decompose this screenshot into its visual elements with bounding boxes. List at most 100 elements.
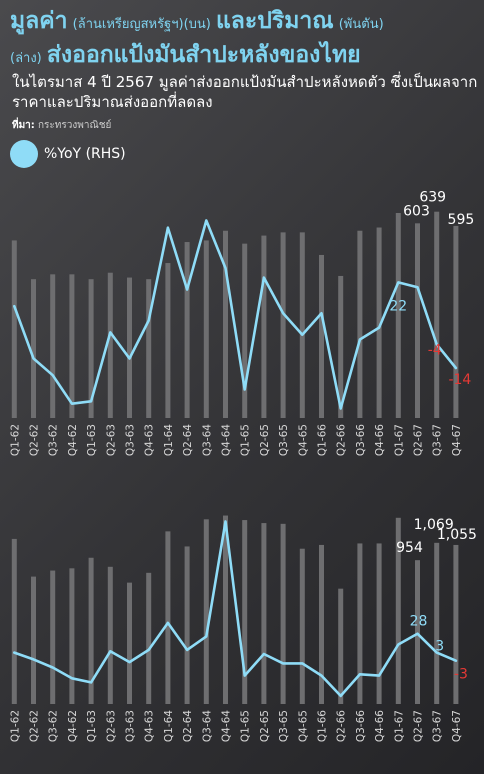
bar xyxy=(242,520,248,704)
bar xyxy=(261,523,267,704)
x-tick-label: Q2-66 xyxy=(336,710,348,742)
x-tick-label: Q4-64 xyxy=(221,424,233,456)
bar xyxy=(299,548,305,704)
x-tick-label: Q4-65 xyxy=(297,424,309,456)
x-tick-label: Q2-65 xyxy=(259,710,271,742)
yoy-line xyxy=(13,520,458,698)
bar xyxy=(127,277,132,418)
bar xyxy=(203,519,209,704)
bar-data-label: 1,069 xyxy=(414,517,454,533)
bar xyxy=(107,566,113,704)
bar xyxy=(280,523,286,704)
bar-data-label: 603 xyxy=(403,203,430,219)
x-tick-label: Q3-67 xyxy=(432,424,444,456)
bar xyxy=(319,254,324,418)
yoy-data-label: 3 xyxy=(435,639,444,655)
legend-label: %YoY (RHS) xyxy=(44,146,126,162)
bar xyxy=(338,588,344,704)
x-tick-label: Q3-62 xyxy=(48,424,60,456)
bar xyxy=(31,279,36,418)
bar-data-label: 595 xyxy=(448,212,475,228)
bar-data-label: 1,055 xyxy=(437,527,477,543)
bar xyxy=(242,243,248,418)
yoy-data-label: 22 xyxy=(389,298,407,314)
bar xyxy=(280,232,286,418)
x-tick-label: Q3-62 xyxy=(48,710,60,742)
bar xyxy=(11,240,17,418)
x-tick-label: Q2-64 xyxy=(182,424,194,456)
x-tick-label: Q4-64 xyxy=(221,710,233,742)
bar xyxy=(69,568,75,704)
bar xyxy=(376,227,382,418)
x-tick-label: Q3-65 xyxy=(278,424,290,456)
bar xyxy=(88,557,94,704)
bar xyxy=(319,544,324,704)
x-tick-label: Q4-67 xyxy=(451,424,463,456)
chart-title: มูลค่า (ล้านเหรียญสหรัฐฯ)(บน) และปริมาณ … xyxy=(10,6,480,74)
bar xyxy=(165,263,171,418)
bar xyxy=(395,517,401,704)
x-tick-label: Q4-63 xyxy=(144,710,156,742)
yoy-data-label: -3 xyxy=(454,667,468,683)
bar xyxy=(31,576,36,704)
x-tick-label: Q3-66 xyxy=(355,710,367,742)
x-tick-label: Q1-66 xyxy=(317,710,329,742)
x-tick-label: Q3-64 xyxy=(201,424,213,456)
bar xyxy=(261,235,267,418)
bar xyxy=(376,543,382,704)
title-value: มูลค่า xyxy=(10,8,68,34)
title-product: ส่งออกแป้งมันสำปะหลังของไทย xyxy=(46,42,361,68)
x-tick-label: Q2-67 xyxy=(413,424,425,456)
legend: %YoY (RHS) xyxy=(10,140,126,168)
bar xyxy=(146,279,152,418)
bar xyxy=(146,572,152,704)
x-tick-label: Q2-67 xyxy=(413,710,425,742)
x-tick-label: Q2-65 xyxy=(259,424,271,456)
x-tick-label: Q4-65 xyxy=(297,710,309,742)
bar xyxy=(299,232,305,418)
x-tick-label: Q1-67 xyxy=(393,710,405,742)
x-tick-label: Q3-66 xyxy=(355,424,367,456)
x-tick-label: Q1-63 xyxy=(86,710,98,742)
bar xyxy=(127,582,132,704)
bar xyxy=(357,230,363,418)
x-tick-label: Q1-66 xyxy=(317,424,329,456)
yoy-data-label: -4 xyxy=(428,342,442,358)
chart-2: Q1-62 Q2-62 Q3-62 Q4-62 Q1-63 Q2-63 Q3-63 Q4-63… xyxy=(9,515,477,742)
bar-data-label: 639 xyxy=(419,190,446,206)
x-tick-label: Q3-63 xyxy=(125,710,137,742)
x-tick-label: Q2-63 xyxy=(105,424,117,456)
x-tick-label: Q4-66 xyxy=(374,710,386,742)
bar xyxy=(415,560,420,704)
x-tick-label: Q1-63 xyxy=(86,424,98,456)
bar xyxy=(107,272,113,418)
x-tick-label: Q4-63 xyxy=(144,424,156,456)
x-tick-label: Q3-64 xyxy=(201,710,213,742)
x-tick-label: Q3-67 xyxy=(432,710,444,742)
x-tick-label: Q1-65 xyxy=(240,710,252,742)
bar xyxy=(223,230,228,418)
x-tick-label: Q1-64 xyxy=(163,424,175,456)
x-tick-label: Q1-64 xyxy=(163,710,175,742)
source-label: ที่มา: xyxy=(12,120,35,131)
yoy-line xyxy=(13,219,458,410)
title-volume-unit: (พันตัน) xyxy=(338,17,384,32)
bar xyxy=(88,279,94,418)
bar xyxy=(453,225,459,418)
x-tick-label: Q1-67 xyxy=(393,424,405,456)
bar xyxy=(415,223,420,418)
x-tick-label: Q4-66 xyxy=(374,424,386,456)
x-tick-label: Q1-62 xyxy=(9,710,21,742)
chart-1: Q1-62 Q2-62 Q3-62 Q4-62 Q1-63 Q2-63 Q3-63 Q4-63… xyxy=(9,190,474,456)
bar xyxy=(165,531,171,704)
bar xyxy=(50,570,56,704)
bar xyxy=(357,543,363,704)
x-tick-label: Q2-66 xyxy=(336,424,348,456)
source-note: ที่มา: กระทรวงพาณิชย์ xyxy=(12,118,111,133)
x-tick-label: Q1-65 xyxy=(240,424,252,456)
x-tick-label: Q3-63 xyxy=(125,424,137,456)
yoy-data-label: -14 xyxy=(448,372,471,388)
bar xyxy=(338,275,344,418)
bar xyxy=(223,515,228,704)
bar xyxy=(434,542,440,704)
